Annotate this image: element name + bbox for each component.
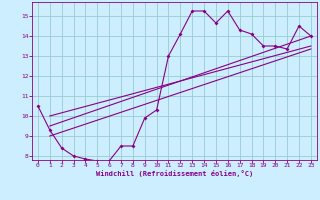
X-axis label: Windchill (Refroidissement éolien,°C): Windchill (Refroidissement éolien,°C) bbox=[96, 170, 253, 177]
